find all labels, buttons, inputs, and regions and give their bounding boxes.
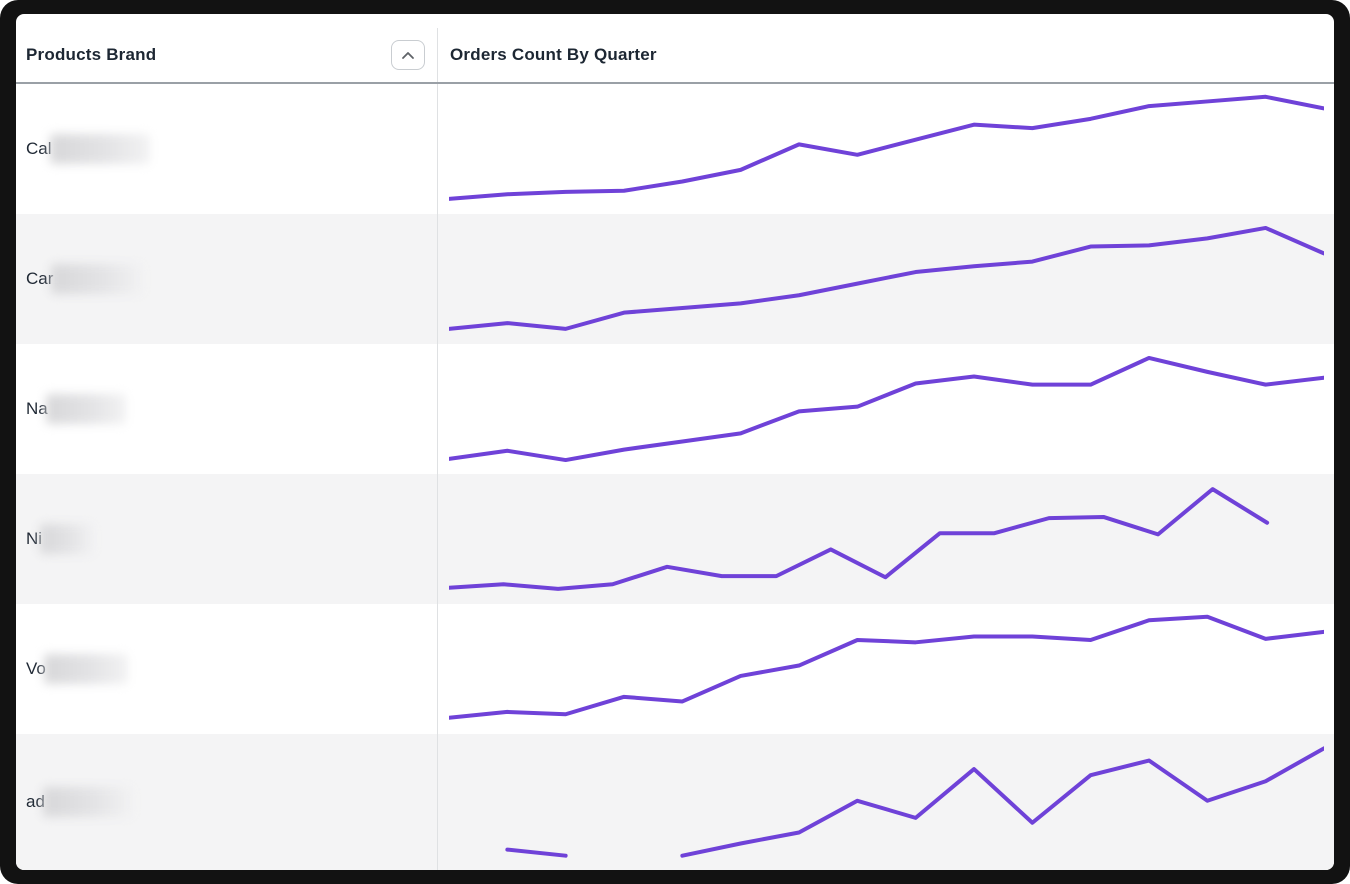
table-header-row: Products Brand Orders Count By Quarter bbox=[16, 14, 1334, 84]
sparkline-chart bbox=[449, 481, 1324, 597]
table-body: Cal Car Na Ni bbox=[16, 84, 1334, 870]
sort-ascending-button[interactable] bbox=[391, 40, 425, 70]
brand-label: Ni bbox=[26, 529, 43, 548]
sparkline-cell bbox=[438, 344, 1334, 474]
brand-cell: ad bbox=[16, 734, 438, 870]
brand-label: Na bbox=[26, 399, 48, 418]
brand-label: Cal bbox=[26, 139, 52, 158]
redacted-brand-text bbox=[49, 134, 150, 164]
sparkline-cell bbox=[438, 734, 1334, 870]
table-row: Cal bbox=[16, 84, 1334, 214]
table-row: Vo bbox=[16, 604, 1334, 734]
sparkline-cell bbox=[438, 214, 1334, 344]
redacted-brand-text bbox=[42, 787, 133, 817]
orders-count-header-label: Orders Count By Quarter bbox=[450, 45, 657, 64]
redacted-brand-text bbox=[43, 654, 128, 684]
redacted-brand-text bbox=[45, 394, 126, 424]
results-table: Products Brand Orders Count By Quarter C… bbox=[16, 14, 1334, 870]
chevron-up-icon bbox=[401, 51, 415, 60]
sparkline-cell bbox=[438, 84, 1334, 214]
products-brand-header-label: Products Brand bbox=[26, 45, 157, 64]
sparkline-chart bbox=[449, 91, 1324, 207]
table-row: Car bbox=[16, 214, 1334, 344]
sparkline-cell bbox=[438, 604, 1334, 734]
table-row: ad bbox=[16, 734, 1334, 870]
sparkline-chart bbox=[449, 741, 1324, 863]
redacted-brand-text bbox=[40, 524, 95, 554]
brand-label: Car bbox=[26, 269, 54, 288]
sparkline-chart bbox=[449, 351, 1324, 467]
brand-cell: Ni bbox=[16, 474, 438, 604]
brand-cell: Cal bbox=[16, 84, 438, 214]
brand-label: Vo bbox=[26, 659, 46, 678]
brand-cell: Vo bbox=[16, 604, 438, 734]
table-row: Ni bbox=[16, 474, 1334, 604]
table-row: Na bbox=[16, 344, 1334, 474]
column-header-orders-count: Orders Count By Quarter bbox=[438, 28, 1334, 82]
sparkline-chart bbox=[449, 221, 1324, 337]
brand-label: ad bbox=[26, 792, 45, 811]
sparkline-chart bbox=[449, 611, 1324, 727]
sparkline-cell bbox=[438, 474, 1334, 604]
brand-cell: Car bbox=[16, 214, 438, 344]
column-header-products-brand: Products Brand bbox=[16, 28, 438, 82]
redacted-brand-text bbox=[51, 264, 144, 294]
brand-cell: Na bbox=[16, 344, 438, 474]
